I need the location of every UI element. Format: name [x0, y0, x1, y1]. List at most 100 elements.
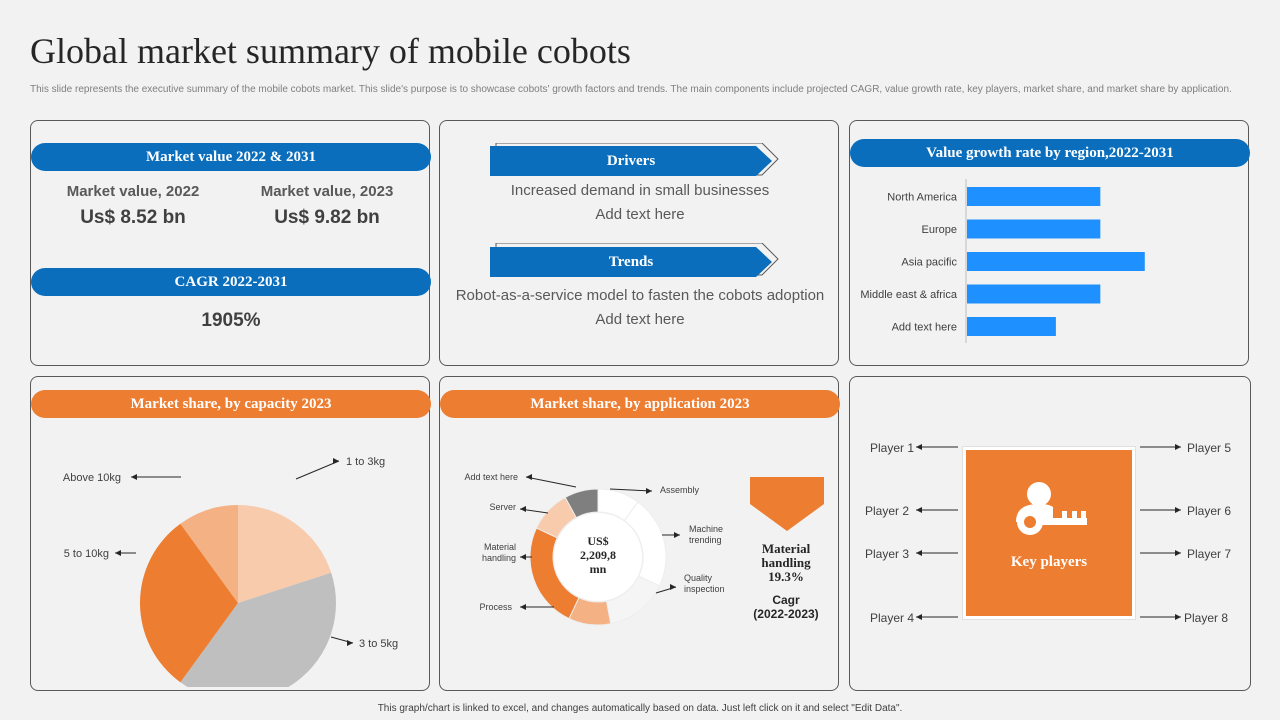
bar-label-2: Asia pacific	[901, 257, 957, 269]
drivers-banner: Drivers	[490, 143, 779, 176]
market-value-panel: Market value 2022 & 2031 Market value, 2…	[30, 120, 431, 366]
donut-slice-6	[564, 488, 599, 519]
page-title: Global market summary of mobile cobots	[30, 31, 631, 71]
user-key-icon	[1016, 482, 1087, 535]
player-7: Player 7	[1187, 547, 1232, 561]
right-arrowhead-3	[1175, 614, 1181, 620]
material-handling-percent: 19.3%	[768, 569, 804, 584]
player-2: Player 2	[865, 504, 910, 518]
donut-label-6-0: Add text here	[464, 472, 518, 482]
region-chart-title: Value growth rate by region,2022-2031	[850, 139, 1250, 167]
right-arrowhead-2	[1175, 550, 1181, 556]
pie-slice-3	[180, 505, 238, 603]
chevron-down-banner-icon	[750, 477, 824, 531]
left-arrowhead-1	[916, 507, 922, 513]
material-handling-line-1: Material	[761, 541, 811, 556]
bar-label-4: Add text here	[892, 322, 957, 334]
player-arrows	[916, 444, 1181, 620]
bar-0	[967, 187, 1101, 206]
donut-label-4-1: handling	[482, 553, 516, 563]
drivers-line-2: Add text here	[595, 206, 685, 223]
trends-arrow-shape	[490, 243, 779, 277]
donut-arrowhead-0	[646, 488, 652, 494]
bar-label-3: Middle east & africa	[860, 289, 957, 301]
pie-label-3: Above 10kg	[63, 472, 121, 484]
bar-2	[967, 252, 1145, 271]
cagr-value: 1905%	[201, 310, 261, 331]
player-1: Player 1	[870, 441, 915, 455]
player-3: Player 3	[865, 547, 910, 561]
pie-slice-2	[140, 523, 238, 683]
donut-center-label-0: US$	[587, 534, 608, 548]
key-players-panel: Key players Player 1 Player 2 Player 3 P…	[849, 376, 1251, 691]
donut-label-1-1: trending	[689, 535, 722, 545]
pie-arrowhead-1	[347, 640, 353, 646]
left-arrowhead-3	[916, 614, 922, 620]
key-players-box: Key players	[962, 446, 1136, 620]
donut-label-0-0: Assembly	[660, 485, 700, 495]
capacity-pie-chart: 1 to 3kg 3 to 5kg 5 to 10kg Above 10kg	[63, 456, 398, 687]
pie-label-0: 1 to 3kg	[346, 456, 385, 468]
drivers-trends-panel: Drivers Increased demand in small busine…	[439, 120, 839, 366]
pie-label-2: 5 to 10kg	[64, 548, 109, 560]
region-growth-panel: Value growth rate by region,2022-2031 No…	[849, 120, 1250, 366]
material-handling-line-2: handling	[761, 555, 811, 570]
bar-4	[967, 317, 1056, 336]
cagr-label: Cagr	[772, 593, 800, 607]
donut-label-4-0: Material	[484, 542, 516, 552]
pie-arrowhead-3	[131, 474, 137, 480]
market-value-2023-value: Us$ 9.82 bn	[274, 207, 380, 228]
right-arrowhead-0	[1175, 444, 1181, 450]
bar-label-0: North America	[887, 192, 958, 204]
trends-line-2: Add text here	[595, 311, 685, 328]
player-5: Player 5	[1187, 441, 1232, 455]
pie-arrowhead-2	[115, 550, 121, 556]
bar-3	[967, 284, 1101, 304]
donut-arrowhead-3	[520, 604, 526, 610]
left-arrowhead-2	[916, 550, 922, 556]
market-value-2022-label: Market value, 2022	[66, 183, 200, 200]
pie-arrowhead-0	[333, 458, 339, 464]
player-4: Player 4	[870, 611, 915, 625]
donut-label-1-0: Machine	[689, 524, 723, 534]
donut-leader-6	[525, 476, 577, 488]
pie-leader-0	[295, 460, 340, 480]
capacity-share-panel: Market share, by capacity 2023 1 to 3kg 3…	[30, 376, 431, 691]
donut-label-2-0: Quality	[684, 573, 713, 583]
right-arrowhead-1	[1175, 507, 1181, 513]
trends-banner: Trends	[490, 243, 779, 277]
application-share-panel: Market share, by application 2023 US$ 2,2…	[439, 376, 840, 691]
donut-arrowhead-5	[520, 506, 526, 512]
cagr-heading: CAGR 2022-2031	[31, 268, 431, 296]
donut-arrowhead-1	[674, 532, 680, 538]
donut-leader-0	[609, 488, 653, 492]
trends-heading: Trends	[608, 254, 654, 270]
page-subtitle: This slide represents the executive summ…	[30, 84, 1232, 95]
donut-center	[554, 513, 642, 601]
footer-note: This graph/chart is linked to excel, and…	[377, 703, 903, 714]
player-6: Player 6	[1187, 504, 1232, 518]
bar-label-1: Europe	[922, 224, 957, 236]
left-arrowhead-0	[916, 444, 922, 450]
pie-slice-1	[180, 572, 336, 687]
donut-center-label-2: mn	[590, 562, 607, 576]
donut-arrowhead-4	[520, 554, 526, 560]
drivers-heading: Drivers	[606, 153, 656, 169]
cagr-period: (2022-2023)	[753, 607, 819, 621]
pie-label-1: 3 to 5kg	[359, 638, 398, 650]
market-value-2023-label: Market value, 2023	[260, 183, 394, 200]
key-players-label: Key players	[1010, 554, 1088, 570]
market-value-heading: Market value 2022 & 2031	[31, 143, 431, 171]
donut-label-3-0: Process	[479, 602, 512, 612]
capacity-chart-title: Market share, by capacity 2023	[31, 390, 431, 418]
donut-arrowhead-6	[526, 474, 532, 480]
player-8: Player 8	[1184, 611, 1229, 625]
trends-line-1: Robot-as-a-service model to fasten the c…	[455, 287, 825, 304]
bar-1	[967, 219, 1101, 239]
market-value-2022-value: Us$ 8.52 bn	[80, 207, 186, 228]
donut-center-label-1: 2,209,8	[580, 548, 616, 562]
drivers-arrow-shape	[490, 143, 779, 176]
donut-label-2-1: inspection	[684, 584, 725, 594]
application-chart-title: Market share, by application 2023	[440, 390, 840, 418]
